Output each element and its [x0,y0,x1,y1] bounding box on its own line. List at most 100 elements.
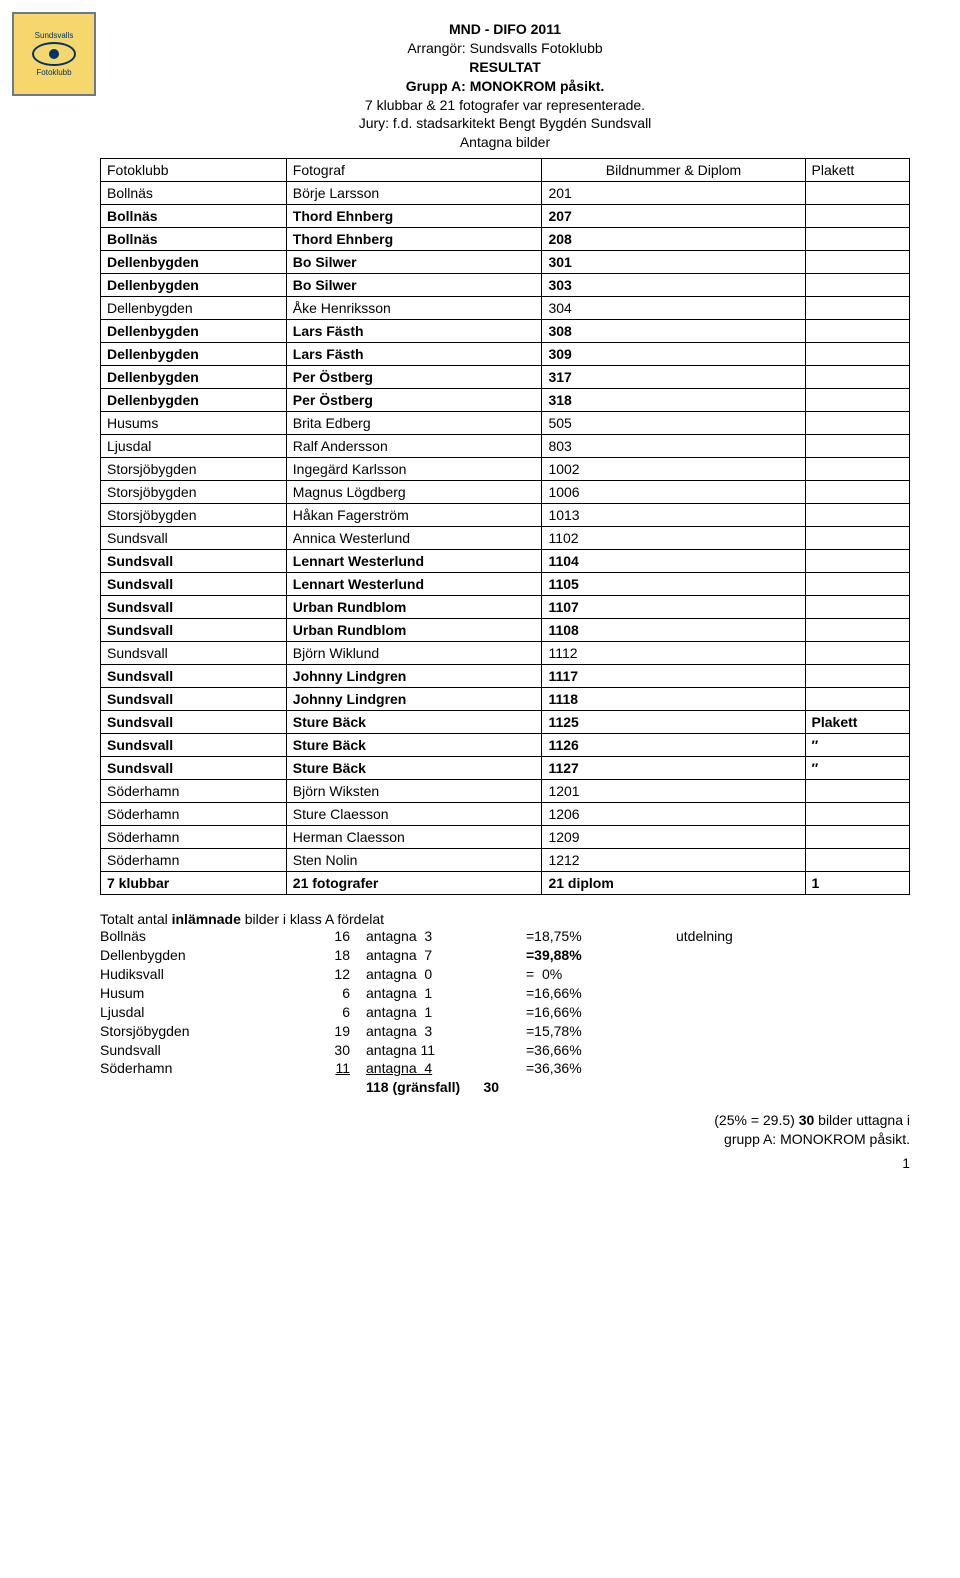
cell-plakett [805,642,909,665]
summary-n: 6 [270,1003,366,1022]
cell-number: 505 [542,412,805,435]
cell-number: 1102 [542,527,805,550]
table-row: SöderhamnSten Nolin1212 [101,849,910,872]
cell-plakett [805,205,909,228]
footer-diplom: 21 diplom [542,872,805,895]
cell-number: 1108 [542,619,805,642]
table-row: SundsvallLennart Westerlund1104 [101,550,910,573]
cell-plakett [805,849,909,872]
summary-row: Sundsvall30antagna 11=36,66% [100,1041,910,1060]
cell-plakett: ″ [805,757,909,780]
cell-plakett: Plakett [805,711,909,734]
cell-number: 1002 [542,458,805,481]
cell-photographer: Per Östberg [286,389,542,412]
cell-photographer: Sten Nolin [286,849,542,872]
cell-number: 309 [542,343,805,366]
footer-photographers: 21 fotografer [286,872,542,895]
cell-photographer: Sture Bäck [286,757,542,780]
summary-row: Dellenbygden18antagna 7=39,88% [100,946,910,965]
table-row: DellenbygdenBo Silwer303 [101,274,910,297]
cell-photographer: Urban Rundblom [286,619,542,642]
cell-plakett [805,274,909,297]
cell-photographer: Håkan Fagerström [286,504,542,527]
col-fotoklubb: Fotoklubb [101,159,287,182]
table-row: DellenbygdenPer Östberg317 [101,366,910,389]
summary-club: Söderhamn [100,1059,270,1078]
results-table: Fotoklubb Fotograf Bildnummer & Diplom P… [100,158,910,895]
cell-number: 1112 [542,642,805,665]
summary-antagna: antagna 1 [366,984,526,1003]
table-row: SundsvallSture Bäck1125Plakett [101,711,910,734]
cell-club: Ljusdal [101,435,287,458]
cell-club: Storsjöbygden [101,481,287,504]
table-row: SöderhamnSture Claesson1206 [101,803,910,826]
cell-plakett [805,803,909,826]
table-row: DellenbygdenLars Fästh309 [101,343,910,366]
cell-plakett [805,389,909,412]
cell-photographer: Per Östberg [286,366,542,389]
header-clubs: 7 klubbar & 21 fotografer var represente… [100,96,910,115]
cell-number: 1209 [542,826,805,849]
logo-top-text: Sundsvalls [35,31,74,40]
table-row: DellenbygdenÅke Henriksson304 [101,297,910,320]
table-row: BollnäsBörje Larsson201 [101,182,910,205]
summary-club: Dellenbygden [100,946,270,965]
summary-pct: =36,66% [526,1041,676,1060]
cell-photographer: Björn Wiksten [286,780,542,803]
header-accepted: Antagna bilder [100,133,910,152]
page-number: 1 [100,1155,910,1171]
cell-photographer: Urban Rundblom [286,596,542,619]
cell-photographer: Ralf Andersson [286,435,542,458]
cell-plakett [805,550,909,573]
summary-n: 19 [270,1022,366,1041]
table-row: HusumsBrita Edberg505 [101,412,910,435]
cell-plakett [805,527,909,550]
cell-number: 803 [542,435,805,458]
cell-number: 318 [542,389,805,412]
header-result: RESULTAT [100,58,910,77]
cell-plakett [805,504,909,527]
summary-row: Bollnäs16antagna 3=18,75%utdelning [100,927,910,946]
summary-antagna: antagna 3 [366,1022,526,1041]
cell-number: 1126 [542,734,805,757]
cell-photographer: Bo Silwer [286,274,542,297]
cell-club: Storsjöbygden [101,504,287,527]
table-row: SöderhamnBjörn Wiksten1201 [101,780,910,803]
cell-photographer: Lennart Westerlund [286,550,542,573]
summary-antagna: antagna 4 [366,1059,526,1078]
summary-pct: =15,78% [526,1022,676,1041]
cell-plakett: ″ [805,734,909,757]
cell-number: 1107 [542,596,805,619]
cell-number: 304 [542,297,805,320]
cell-club: Sundsvall [101,596,287,619]
cell-plakett [805,182,909,205]
col-plakett: Plakett [805,159,909,182]
cell-photographer: Sture Claesson [286,803,542,826]
table-row: SundsvallBjörn Wiklund1112 [101,642,910,665]
cell-plakett [805,412,909,435]
summary-n: 18 [270,946,366,965]
cell-number: 1125 [542,711,805,734]
cell-photographer: Lars Fästh [286,320,542,343]
cell-club: Sundsvall [101,665,287,688]
summary-club: Hudiksvall [100,965,270,984]
footer-line1-suffix: bilder uttagna i [814,1112,910,1128]
summary-club: Husum [100,984,270,1003]
cell-number: 308 [542,320,805,343]
cell-club: Storsjöbygden [101,458,287,481]
cell-club: Dellenbygden [101,343,287,366]
summary-row: Söderhamn11antagna 4=36,36% [100,1059,910,1078]
footer-clubs: 7 klubbar [101,872,287,895]
summary-antagna: antagna 0 [366,965,526,984]
cell-photographer: Johnny Lindgren [286,665,542,688]
cell-number: 1201 [542,780,805,803]
header-group: Grupp A: MONOKROM påsikt. [100,77,910,96]
summary-n: 6 [270,984,366,1003]
summary-n: 16 [270,927,366,946]
cell-photographer: Sture Bäck [286,734,542,757]
footer-line1-prefix: (25% = 29.5) [714,1112,798,1128]
cell-photographer: Börje Larsson [286,182,542,205]
cell-number: 301 [542,251,805,274]
cell-number: 1006 [542,481,805,504]
summary-club: Ljusdal [100,1003,270,1022]
